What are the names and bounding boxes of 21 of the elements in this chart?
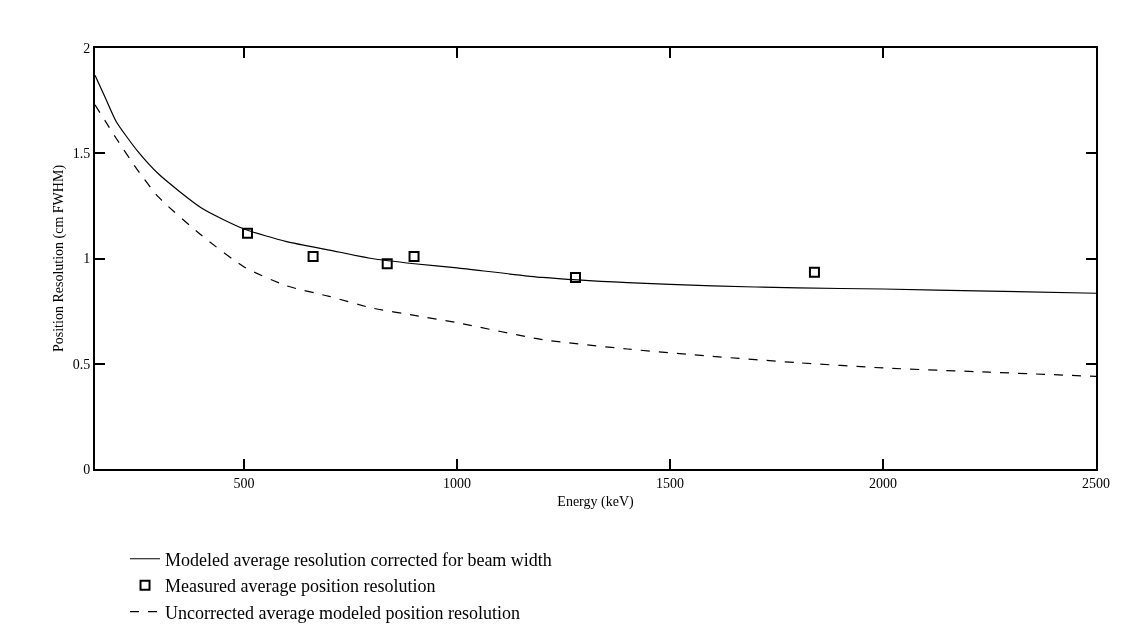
point — [241, 227, 253, 239]
x-tick-label: 2500 — [1082, 475, 1110, 491]
point — [307, 250, 319, 262]
point — [808, 266, 820, 278]
legend-label: Measured average position resolution — [165, 576, 436, 597]
x-axis-title: Energy (keV) — [557, 493, 634, 510]
point — [381, 258, 393, 270]
y-tick-label: 0.5 — [72, 356, 91, 372]
x-tick-label: 1500 — [656, 475, 685, 491]
legend-label: Uncorrected average modeled position resolution — [165, 602, 520, 623]
x-tick-label: 500 — [233, 475, 255, 491]
y-tick-label: 1 — [83, 251, 91, 267]
x-tick-label: 2000 — [869, 475, 898, 491]
y-tick-label: 0 — [83, 461, 91, 477]
y-tick-label: 2 — [83, 40, 91, 56]
x-tick-label: 1000 — [443, 475, 472, 491]
legend-label: Modeled average resolution corrected for beam width — [165, 549, 552, 570]
y-tick-label: 1.5 — [72, 146, 91, 162]
y-axis-title: Position Resolution (cm FWHM) — [50, 164, 67, 353]
point — [569, 271, 581, 283]
point — [408, 250, 420, 262]
